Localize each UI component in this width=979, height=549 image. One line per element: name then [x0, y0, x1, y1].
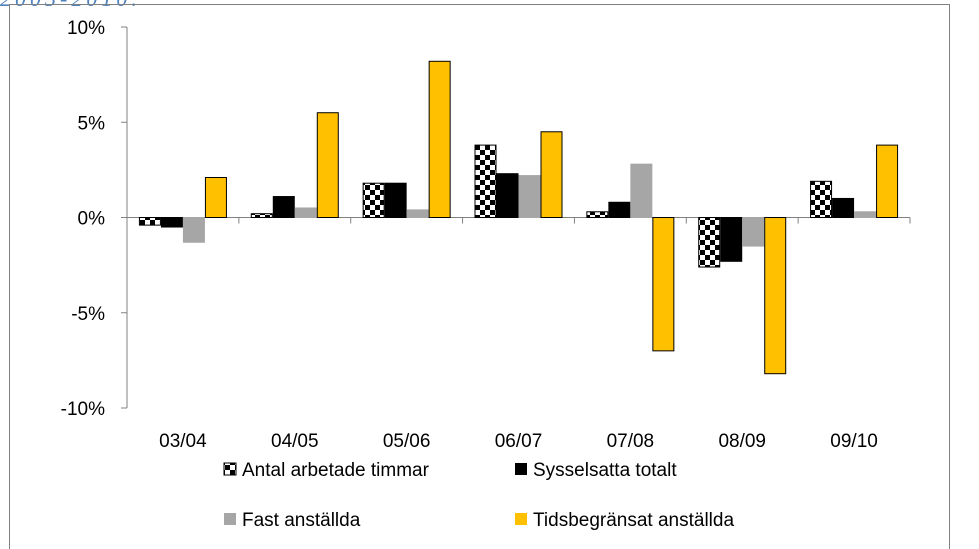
- bar: [406, 209, 429, 219]
- x-tick-label: 08/09: [718, 431, 766, 452]
- bar: [652, 217, 675, 352]
- bar: [586, 211, 609, 219]
- y-tick-label: 5%: [78, 113, 106, 134]
- y-tick-label: 0%: [78, 209, 106, 230]
- chart-caption: 2003-2010.: [0, 0, 300, 14]
- bar: [182, 217, 205, 243]
- chart-frame: [9, 4, 950, 549]
- x-tick-label: 09/10: [830, 431, 878, 452]
- y-tick-label: -10%: [61, 399, 105, 420]
- bar: [428, 60, 451, 219]
- bar: [294, 207, 317, 219]
- bar: [630, 163, 653, 219]
- bar: [250, 213, 273, 219]
- bar: [854, 211, 877, 219]
- x-tick-label: 06/07: [495, 431, 543, 452]
- bar: [608, 201, 631, 218]
- x-tick-label: 07/08: [607, 431, 655, 452]
- bar: [362, 182, 385, 219]
- legend-label: Sysselsatta totalt: [533, 460, 677, 481]
- bar: [518, 175, 541, 218]
- x-tick-label: 05/06: [383, 431, 431, 452]
- bar: [204, 176, 227, 218]
- bar: [272, 196, 295, 218]
- legend-label: Tidsbegränsat anställda: [533, 510, 734, 531]
- bar: [876, 144, 899, 218]
- legend-label: Fast anställda: [242, 510, 361, 531]
- legend-swatch: [515, 463, 527, 475]
- plot-area: -10% -5% 0% 5% 10% 03/04 04/05 05/06 06/07 07/08 0…: [61, 18, 911, 452]
- legend-label: Antal arbetade timmar: [242, 460, 430, 481]
- legend-swatch: [515, 513, 527, 525]
- bar: [384, 182, 407, 219]
- bar: [810, 180, 833, 218]
- bar: [832, 197, 855, 218]
- x-tick-label: 04/05: [271, 431, 319, 452]
- chart-legend: Antal arbetade timmar Sysselsatta totalt F…: [223, 460, 734, 531]
- bar: [764, 217, 787, 375]
- bar: [474, 144, 497, 218]
- bar: [138, 217, 161, 226]
- y-tick-label: -5%: [71, 304, 105, 325]
- legend-swatch: [223, 462, 237, 476]
- bar: [698, 217, 721, 268]
- bar: [316, 112, 339, 218]
- bar: [496, 173, 519, 218]
- y-tick-label: 10%: [67, 18, 105, 39]
- bar: [742, 217, 765, 247]
- x-tick-label: 03/04: [159, 431, 207, 452]
- bar: [720, 217, 743, 262]
- bar: [540, 131, 563, 218]
- legend-swatch: [224, 513, 236, 525]
- bar: [160, 217, 183, 228]
